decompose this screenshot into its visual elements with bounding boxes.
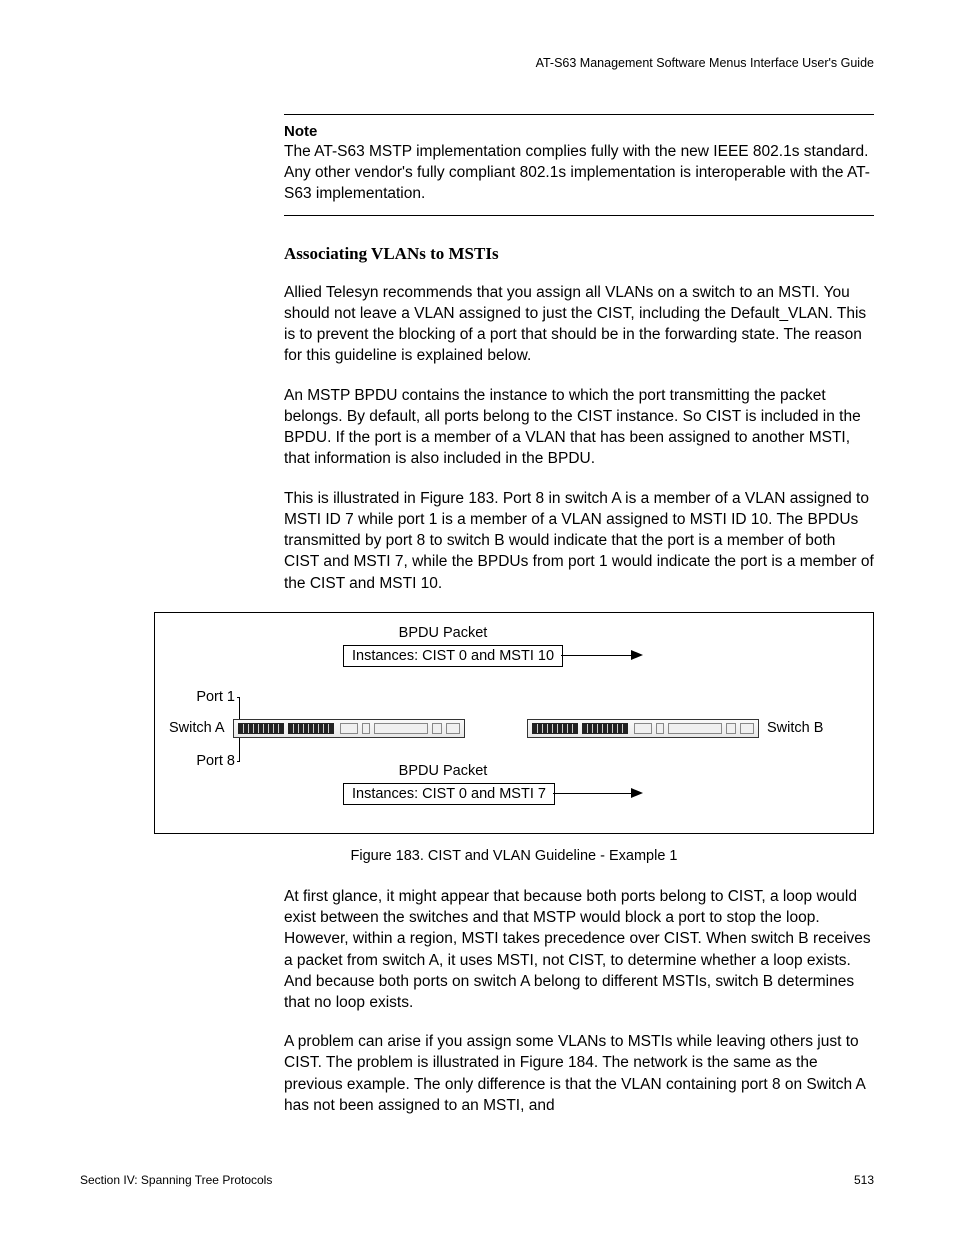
arrow-top-line: [561, 655, 631, 657]
switch-a-label: Switch A: [169, 720, 225, 736]
paragraph-4: At first glance, it might appear that be…: [284, 886, 874, 1013]
port8-lead-h: [237, 761, 240, 762]
port8-label: Port 8: [185, 753, 235, 769]
subheading-associating-vlans: Associating VLANs to MSTIs: [284, 244, 874, 264]
doc-header: AT-S63 Management Software Menus Interfa…: [80, 56, 874, 70]
switch-a-image: [233, 719, 465, 738]
port8-lead-v: [239, 738, 240, 762]
page-footer: Section IV: Spanning Tree Protocols 513: [80, 1173, 874, 1187]
port1-lead-h: [237, 697, 240, 698]
note-box: Note The AT-S63 MSTP implementation comp…: [284, 114, 874, 216]
bpdu-bot-title: BPDU Packet: [343, 763, 543, 779]
note-text: The AT-S63 MSTP implementation complies …: [284, 142, 874, 205]
port1-lead-v: [239, 697, 240, 719]
switch-b-image: [527, 719, 759, 738]
arrow-bot-line: [553, 793, 631, 795]
note-label: Note: [284, 123, 874, 140]
figure-183-diagram: BPDU Packet Instances: CIST 0 and MSTI 1…: [154, 612, 874, 834]
arrow-bot-head: [631, 788, 643, 798]
bpdu-top-instances: Instances: CIST 0 and MSTI 10: [343, 645, 563, 667]
paragraph-5: A problem can arise if you assign some V…: [284, 1031, 874, 1116]
port1-label: Port 1: [185, 689, 235, 705]
bpdu-top-title: BPDU Packet: [343, 625, 543, 641]
arrow-top-head: [631, 650, 643, 660]
footer-section: Section IV: Spanning Tree Protocols: [80, 1173, 272, 1187]
paragraph-1: Allied Telesyn recommends that you assig…: [284, 282, 874, 367]
figure-183-caption: Figure 183. CIST and VLAN Guideline - Ex…: [154, 848, 874, 864]
footer-page-number: 513: [854, 1173, 874, 1187]
paragraph-3: This is illustrated in Figure 183. Port …: [284, 488, 874, 594]
paragraph-2: An MSTP BPDU contains the instance to wh…: [284, 385, 874, 470]
bpdu-bot-instances: Instances: CIST 0 and MSTI 7: [343, 783, 555, 805]
switch-b-label: Switch B: [767, 720, 823, 736]
